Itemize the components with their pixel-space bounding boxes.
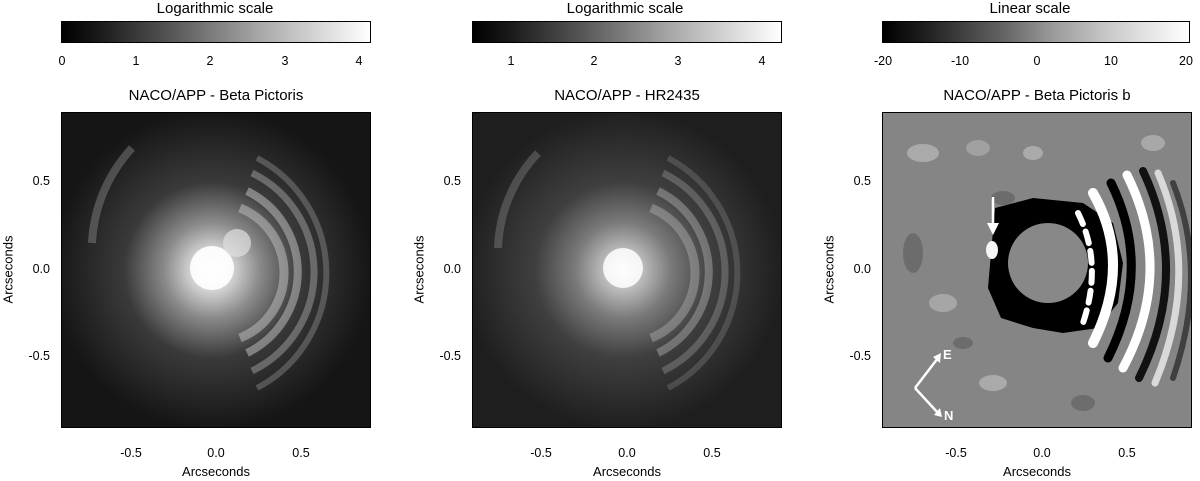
- x-tick: 0.0: [1033, 446, 1051, 460]
- y-tick: 0.0: [32, 262, 50, 276]
- colorbar-tick: 3: [674, 54, 682, 68]
- y-tick: 0.0: [853, 262, 871, 276]
- x-tick: -0.5: [530, 446, 552, 460]
- y-tick: -0.5: [849, 349, 871, 363]
- y-axis-label: Arcseconds: [411, 235, 427, 304]
- psf-image: [61, 112, 371, 428]
- colorbar-tick: 4: [758, 54, 766, 68]
- plot-title: NACO/APP - Beta Pictoris b: [943, 87, 1131, 104]
- y-tick: 0.0: [443, 262, 461, 276]
- y-tick: 0.5: [32, 174, 50, 188]
- y-axis-label: Arcseconds: [821, 235, 837, 304]
- colorbar-tick: 2: [206, 54, 214, 68]
- colorbar: [61, 21, 371, 43]
- colorbar-tick: -10: [950, 54, 970, 68]
- x-tick: -0.5: [945, 446, 967, 460]
- residual-image: E N: [882, 112, 1192, 428]
- colorbar-tick: 1: [507, 54, 515, 68]
- colorbar-tick: 2: [590, 54, 598, 68]
- y-tick: 0.5: [853, 174, 871, 188]
- colorbar-tick: 10: [1104, 54, 1118, 68]
- colorbar-title: Logarithmic scale: [566, 0, 684, 17]
- colorbar: [882, 21, 1190, 43]
- x-axis-label: Arcseconds: [593, 464, 661, 479]
- colorbar-title: Linear scale: [989, 0, 1071, 17]
- y-tick: -0.5: [28, 349, 50, 363]
- colorbar-tick: 0: [58, 54, 66, 68]
- panel-hr2435: Logarithmic scale 1 2 3 4 NACO/APP - HR2…: [410, 0, 810, 481]
- colorbar: [472, 21, 782, 43]
- panel-beta-pictoris-b: Linear scale -20 -10 0 10 20 NACO/APP - …: [820, 0, 1200, 481]
- plot-title: NACO/APP - HR2435: [554, 87, 700, 104]
- compass-east-label: E: [943, 347, 952, 362]
- panel-beta-pictoris: Logarithmic scale 0 1 2 3 4 NACO/APP - B…: [0, 0, 400, 481]
- compass-north-label: N: [944, 408, 954, 423]
- colorbar-tick: -20: [873, 54, 893, 68]
- y-tick: -0.5: [439, 349, 461, 363]
- x-tick: 0.5: [1118, 446, 1136, 460]
- colorbar-tick: 4: [355, 54, 363, 68]
- x-tick: 0.5: [292, 446, 310, 460]
- colorbar-tick: 3: [281, 54, 289, 68]
- x-axis-label: Arcseconds: [1003, 464, 1071, 479]
- plot-title: NACO/APP - Beta Pictoris: [128, 87, 304, 104]
- psf-image: [472, 112, 782, 428]
- colorbar-title: Logarithmic scale: [156, 0, 274, 17]
- colorbar-tick: 0: [1033, 54, 1041, 68]
- x-tick: -0.5: [120, 446, 142, 460]
- y-tick: 0.5: [443, 174, 461, 188]
- colorbar-tick: 1: [132, 54, 140, 68]
- x-axis-label: Arcseconds: [182, 464, 250, 479]
- x-tick: 0.5: [703, 446, 721, 460]
- x-tick: 0.0: [207, 446, 225, 460]
- x-tick: 0.0: [618, 446, 636, 460]
- colorbar-tick: 20: [1179, 54, 1193, 68]
- y-axis-label: Arcseconds: [0, 235, 16, 304]
